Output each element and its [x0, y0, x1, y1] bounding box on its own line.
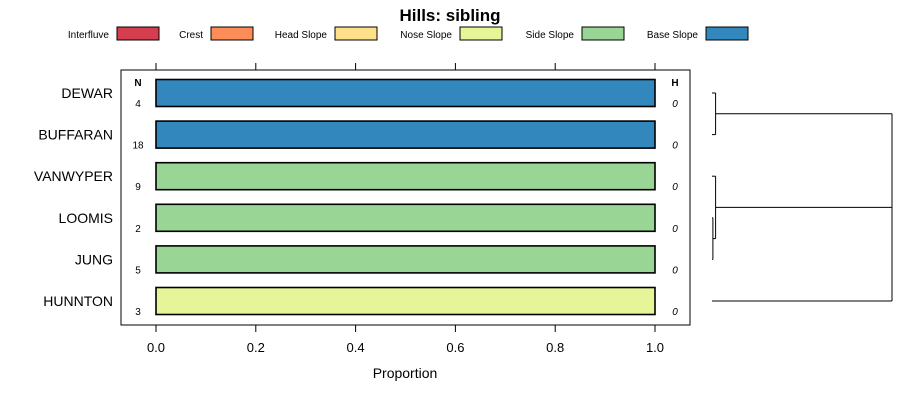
legend-swatch-side-slope [581, 26, 625, 41]
x-tick-label: 0.4 [347, 340, 365, 355]
row-label-dewar: DEWAR [61, 85, 113, 101]
n-value: 9 [135, 182, 141, 193]
h-value: 0 [672, 182, 678, 193]
n-value: 2 [135, 224, 141, 235]
bar-buffaran-base-slope [155, 120, 656, 149]
x-axis: 0.0 0.2 0.4 0.6 0.8 1.0 [147, 63, 664, 355]
chart-title: Hills: sibling [399, 6, 500, 25]
bar-jung-side-slope [155, 245, 656, 274]
legend-swatch-nose-slope [459, 26, 503, 41]
x-tick-label: 0.0 [147, 340, 165, 355]
h-value: 0 [672, 99, 678, 110]
row-label-loomis: LOOMIS [59, 210, 113, 226]
row-label-buffaran: BUFFARAN [38, 127, 113, 143]
n-value: 18 [132, 141, 144, 152]
row-label-vanwyper: VANWYPER [34, 168, 113, 184]
n-value: 5 [135, 265, 141, 276]
h-column-header: H [671, 78, 678, 89]
h-value: 0 [672, 265, 678, 276]
plot-frame [120, 69, 691, 326]
bar-loomis-side-slope [155, 203, 656, 233]
bar-rows: DEWAR 4 0 BUFFARAN 18 0 VANWYPER 9 0 LOOMIS 2 0 JUNG… [34, 78, 678, 318]
legend-swatch-head-slope [334, 26, 378, 41]
legend-label-interfluve: Interfluve [68, 30, 110, 41]
legend-label-crest: Crest [179, 30, 203, 41]
row-label-jung: JUNG [75, 251, 113, 267]
x-axis-title: Proportion [373, 365, 438, 381]
x-tick-label: 0.2 [247, 340, 265, 355]
bar-dewar-base-slope [155, 78, 656, 108]
legend: Interfluve Crest Head Slope Nose Slope Side … [68, 26, 749, 41]
h-value: 0 [672, 307, 678, 318]
legend-label-head-slope: Head Slope [275, 30, 328, 41]
dendrogram [712, 92, 893, 302]
legend-swatch-base-slope [705, 26, 749, 41]
legend-swatch-crest [210, 26, 254, 41]
x-tick-label: 0.6 [446, 340, 464, 355]
x-tick-label: 1.0 [646, 340, 664, 355]
h-value: 0 [672, 141, 678, 152]
n-column-header: N [134, 78, 141, 89]
legend-label-nose-slope: Nose Slope [400, 30, 452, 41]
bar-hunnton-nose-slope [155, 286, 656, 316]
h-value: 0 [672, 224, 678, 235]
n-value: 4 [135, 99, 141, 110]
row-label-hunnton: HUNNTON [43, 293, 113, 309]
legend-label-side-slope: Side Slope [526, 30, 575, 41]
n-value: 3 [135, 307, 141, 318]
bar-vanwyper-side-slope [155, 161, 656, 191]
legend-swatch-interfluve [116, 26, 160, 41]
x-tick-label: 0.8 [546, 340, 564, 355]
legend-label-base-slope: Base Slope [647, 30, 699, 41]
